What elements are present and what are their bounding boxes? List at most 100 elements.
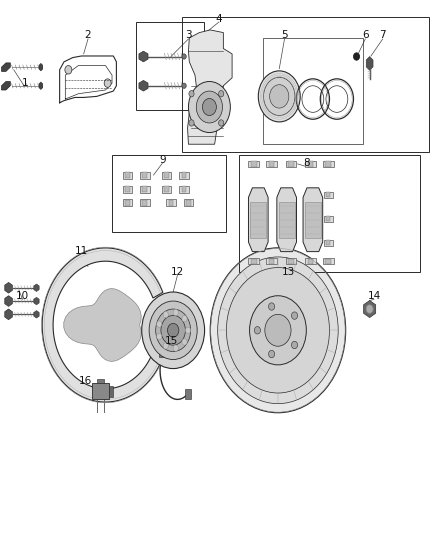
Circle shape [182, 316, 187, 322]
Bar [185, 389, 191, 399]
Text: 5: 5 [281, 30, 288, 41]
Bar [266, 258, 277, 264]
Text: 3: 3 [185, 30, 192, 41]
Circle shape [250, 296, 306, 365]
Bar [140, 199, 150, 206]
Bar [325, 259, 331, 264]
Bar [179, 172, 189, 179]
Circle shape [366, 305, 373, 313]
Text: 8: 8 [303, 158, 310, 168]
Polygon shape [305, 202, 321, 238]
Bar [123, 199, 132, 206]
Circle shape [157, 321, 162, 327]
Circle shape [189, 91, 194, 97]
Polygon shape [34, 297, 39, 305]
Bar [326, 192, 330, 197]
Bar [142, 187, 147, 192]
Bar [186, 200, 191, 206]
Bar [140, 172, 150, 179]
Bar [266, 161, 277, 167]
Text: 7: 7 [379, 30, 386, 41]
Bar [305, 258, 316, 264]
Polygon shape [187, 30, 232, 144]
Polygon shape [39, 63, 42, 71]
Bar [140, 186, 150, 193]
Bar [162, 172, 171, 179]
Polygon shape [2, 82, 11, 90]
Circle shape [167, 324, 179, 337]
Bar [184, 199, 193, 206]
Circle shape [173, 309, 178, 316]
Bar [166, 199, 176, 206]
Circle shape [189, 120, 194, 126]
Polygon shape [39, 82, 42, 90]
Bar [308, 161, 314, 166]
Circle shape [254, 327, 261, 334]
Circle shape [182, 339, 187, 345]
Bar [288, 259, 294, 264]
Text: 13: 13 [282, 267, 296, 277]
Bar [324, 216, 332, 222]
Circle shape [182, 83, 186, 88]
Text: 16: 16 [79, 376, 92, 386]
Polygon shape [139, 80, 148, 91]
Polygon shape [248, 188, 268, 252]
Circle shape [264, 77, 295, 116]
Polygon shape [42, 248, 165, 402]
Bar [305, 161, 316, 167]
Bar [97, 379, 104, 383]
Bar [109, 386, 113, 397]
Text: 6: 6 [362, 30, 369, 41]
Circle shape [196, 91, 223, 123]
Bar [323, 161, 334, 167]
Bar [142, 200, 147, 206]
Bar [251, 161, 257, 166]
Bar [268, 259, 274, 264]
Bar [164, 187, 169, 192]
Text: 2: 2 [85, 30, 92, 41]
Circle shape [173, 345, 178, 351]
Text: 12: 12 [171, 267, 184, 277]
Bar [251, 259, 257, 264]
Polygon shape [64, 288, 141, 361]
Circle shape [353, 53, 360, 60]
Bar [326, 240, 330, 245]
Polygon shape [5, 282, 12, 293]
Polygon shape [277, 188, 297, 252]
Circle shape [185, 327, 191, 334]
Bar [288, 161, 294, 166]
Circle shape [157, 333, 162, 340]
Polygon shape [34, 284, 39, 292]
Text: 10: 10 [16, 290, 29, 301]
Circle shape [149, 301, 197, 360]
Circle shape [142, 292, 205, 368]
Circle shape [161, 316, 185, 345]
Bar [125, 187, 130, 192]
Circle shape [291, 312, 297, 319]
Bar [325, 161, 331, 166]
Circle shape [182, 54, 186, 59]
Polygon shape [5, 296, 12, 306]
Bar [182, 172, 187, 178]
Circle shape [104, 79, 111, 87]
Circle shape [188, 82, 230, 133]
Bar [182, 17, 428, 152]
Bar [182, 187, 187, 192]
Bar [162, 186, 171, 193]
Bar [159, 349, 168, 357]
Circle shape [210, 248, 346, 413]
Bar [326, 216, 330, 221]
Bar [268, 161, 274, 166]
Circle shape [163, 311, 168, 318]
Circle shape [219, 91, 224, 97]
Text: 9: 9 [159, 155, 166, 165]
Polygon shape [139, 51, 148, 62]
Bar [123, 172, 132, 179]
Circle shape [268, 350, 275, 358]
Polygon shape [279, 202, 294, 238]
Bar [248, 161, 259, 167]
Circle shape [202, 99, 216, 116]
Circle shape [258, 71, 300, 122]
Polygon shape [5, 309, 12, 320]
Circle shape [219, 120, 224, 126]
